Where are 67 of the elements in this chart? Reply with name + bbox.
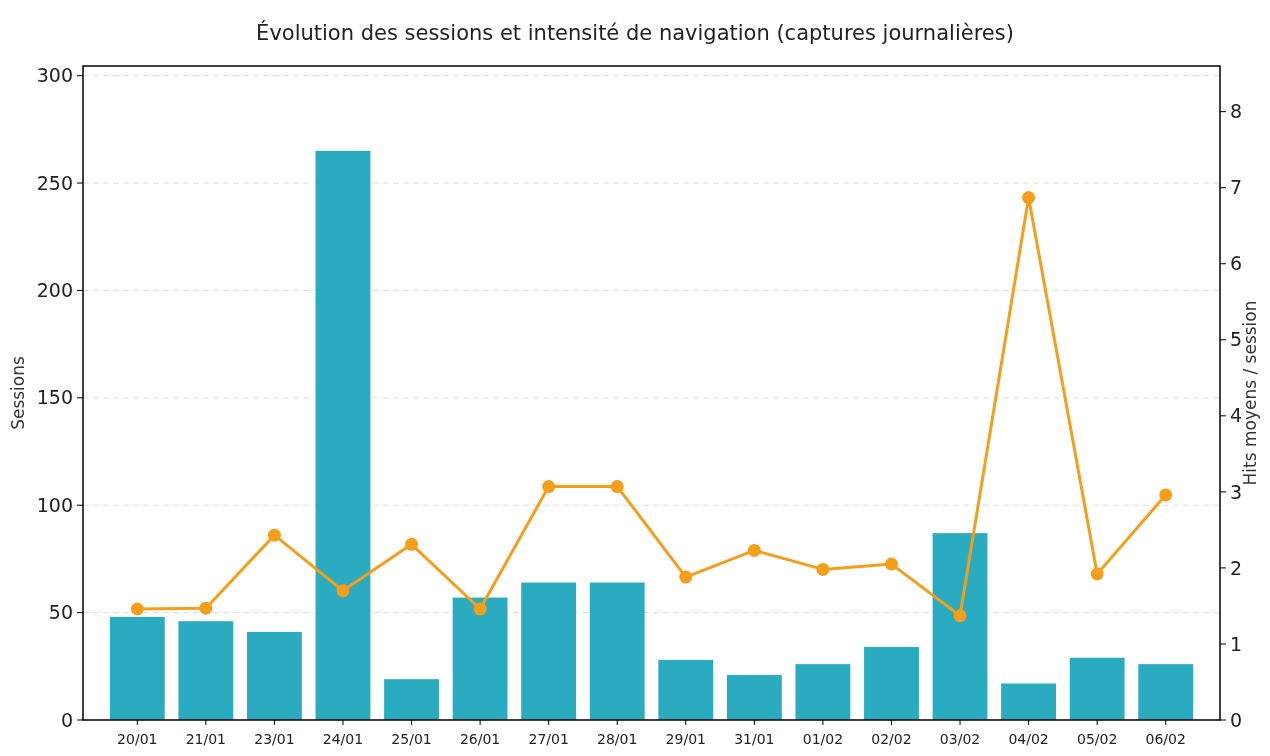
point bbox=[953, 609, 967, 623]
y-tick-label: 100 bbox=[36, 493, 73, 516]
y2-tick-label: 1 bbox=[1230, 632, 1243, 655]
point bbox=[336, 584, 350, 598]
x-tick-label: 05/02 bbox=[1076, 731, 1118, 747]
x-tick-label: 06/02 bbox=[1145, 731, 1186, 747]
x-tick-label: 25/01 bbox=[391, 731, 432, 747]
point bbox=[130, 602, 144, 616]
bar bbox=[1138, 664, 1194, 720]
y2-tick-label: 7 bbox=[1230, 176, 1243, 199]
bar bbox=[1001, 683, 1057, 720]
point bbox=[1159, 488, 1173, 502]
y-tick-label: 250 bbox=[36, 171, 73, 194]
x-tick-label: 24/01 bbox=[322, 731, 364, 747]
bar bbox=[178, 621, 234, 720]
bar bbox=[1069, 657, 1125, 720]
point bbox=[679, 570, 693, 584]
bar bbox=[795, 664, 851, 720]
chart-title: Évolution des sessions et intensité de navigation (captures journalières) bbox=[256, 20, 1014, 45]
y2-tick-label: 6 bbox=[1230, 252, 1243, 275]
bar bbox=[864, 646, 919, 720]
point bbox=[747, 543, 761, 557]
y2-tick-label: 3 bbox=[1230, 480, 1243, 503]
y-tick-label: 300 bbox=[36, 64, 73, 87]
point bbox=[199, 601, 213, 615]
point bbox=[1090, 567, 1104, 581]
y-axis-title: Sessions bbox=[8, 356, 28, 430]
bar bbox=[932, 533, 988, 720]
point bbox=[884, 557, 898, 571]
bar bbox=[521, 582, 577, 720]
x-tick-label: 01/02 bbox=[802, 731, 844, 747]
bar bbox=[246, 631, 302, 720]
x-tick-label: 03/02 bbox=[939, 731, 981, 747]
y-tick-label: 50 bbox=[48, 601, 73, 624]
x-tick-label: 20/01 bbox=[117, 731, 158, 747]
bar bbox=[589, 582, 645, 720]
point bbox=[405, 537, 419, 551]
bar bbox=[658, 659, 714, 720]
bar bbox=[109, 616, 165, 720]
point bbox=[1022, 191, 1036, 205]
y-tick-label: 0 bbox=[60, 708, 73, 731]
point bbox=[542, 480, 556, 494]
bar bbox=[384, 679, 439, 720]
bar bbox=[726, 674, 782, 720]
point bbox=[816, 562, 830, 576]
y2-tick-label: 5 bbox=[1230, 328, 1243, 351]
y2-tick-label: 2 bbox=[1230, 556, 1243, 579]
y2-tick-label: 4 bbox=[1230, 404, 1243, 427]
point bbox=[610, 480, 624, 494]
x-tick-label: 31/01 bbox=[734, 731, 775, 747]
y2-axis-title: Hits moyens / session bbox=[1240, 300, 1260, 486]
x-tick-label: 02/02 bbox=[871, 731, 912, 747]
x-tick-label: 04/02 bbox=[1008, 731, 1049, 747]
point bbox=[267, 528, 281, 542]
x-tick-label: 21/01 bbox=[185, 731, 227, 747]
x-tick-label: 27/01 bbox=[528, 731, 569, 747]
bar bbox=[315, 150, 371, 720]
y-tick-label: 200 bbox=[36, 279, 73, 302]
x-tick-label: 26/01 bbox=[459, 731, 501, 747]
x-tick-label: 23/01 bbox=[254, 731, 295, 747]
y2-tick-label: 0 bbox=[1230, 708, 1243, 731]
y2-tick-label: 8 bbox=[1230, 100, 1243, 123]
bar bbox=[452, 597, 508, 720]
x-tick-label: 28/01 bbox=[597, 731, 638, 747]
point bbox=[473, 602, 487, 616]
y-tick-label: 150 bbox=[36, 386, 73, 409]
x-tick-label: 29/01 bbox=[665, 731, 706, 747]
